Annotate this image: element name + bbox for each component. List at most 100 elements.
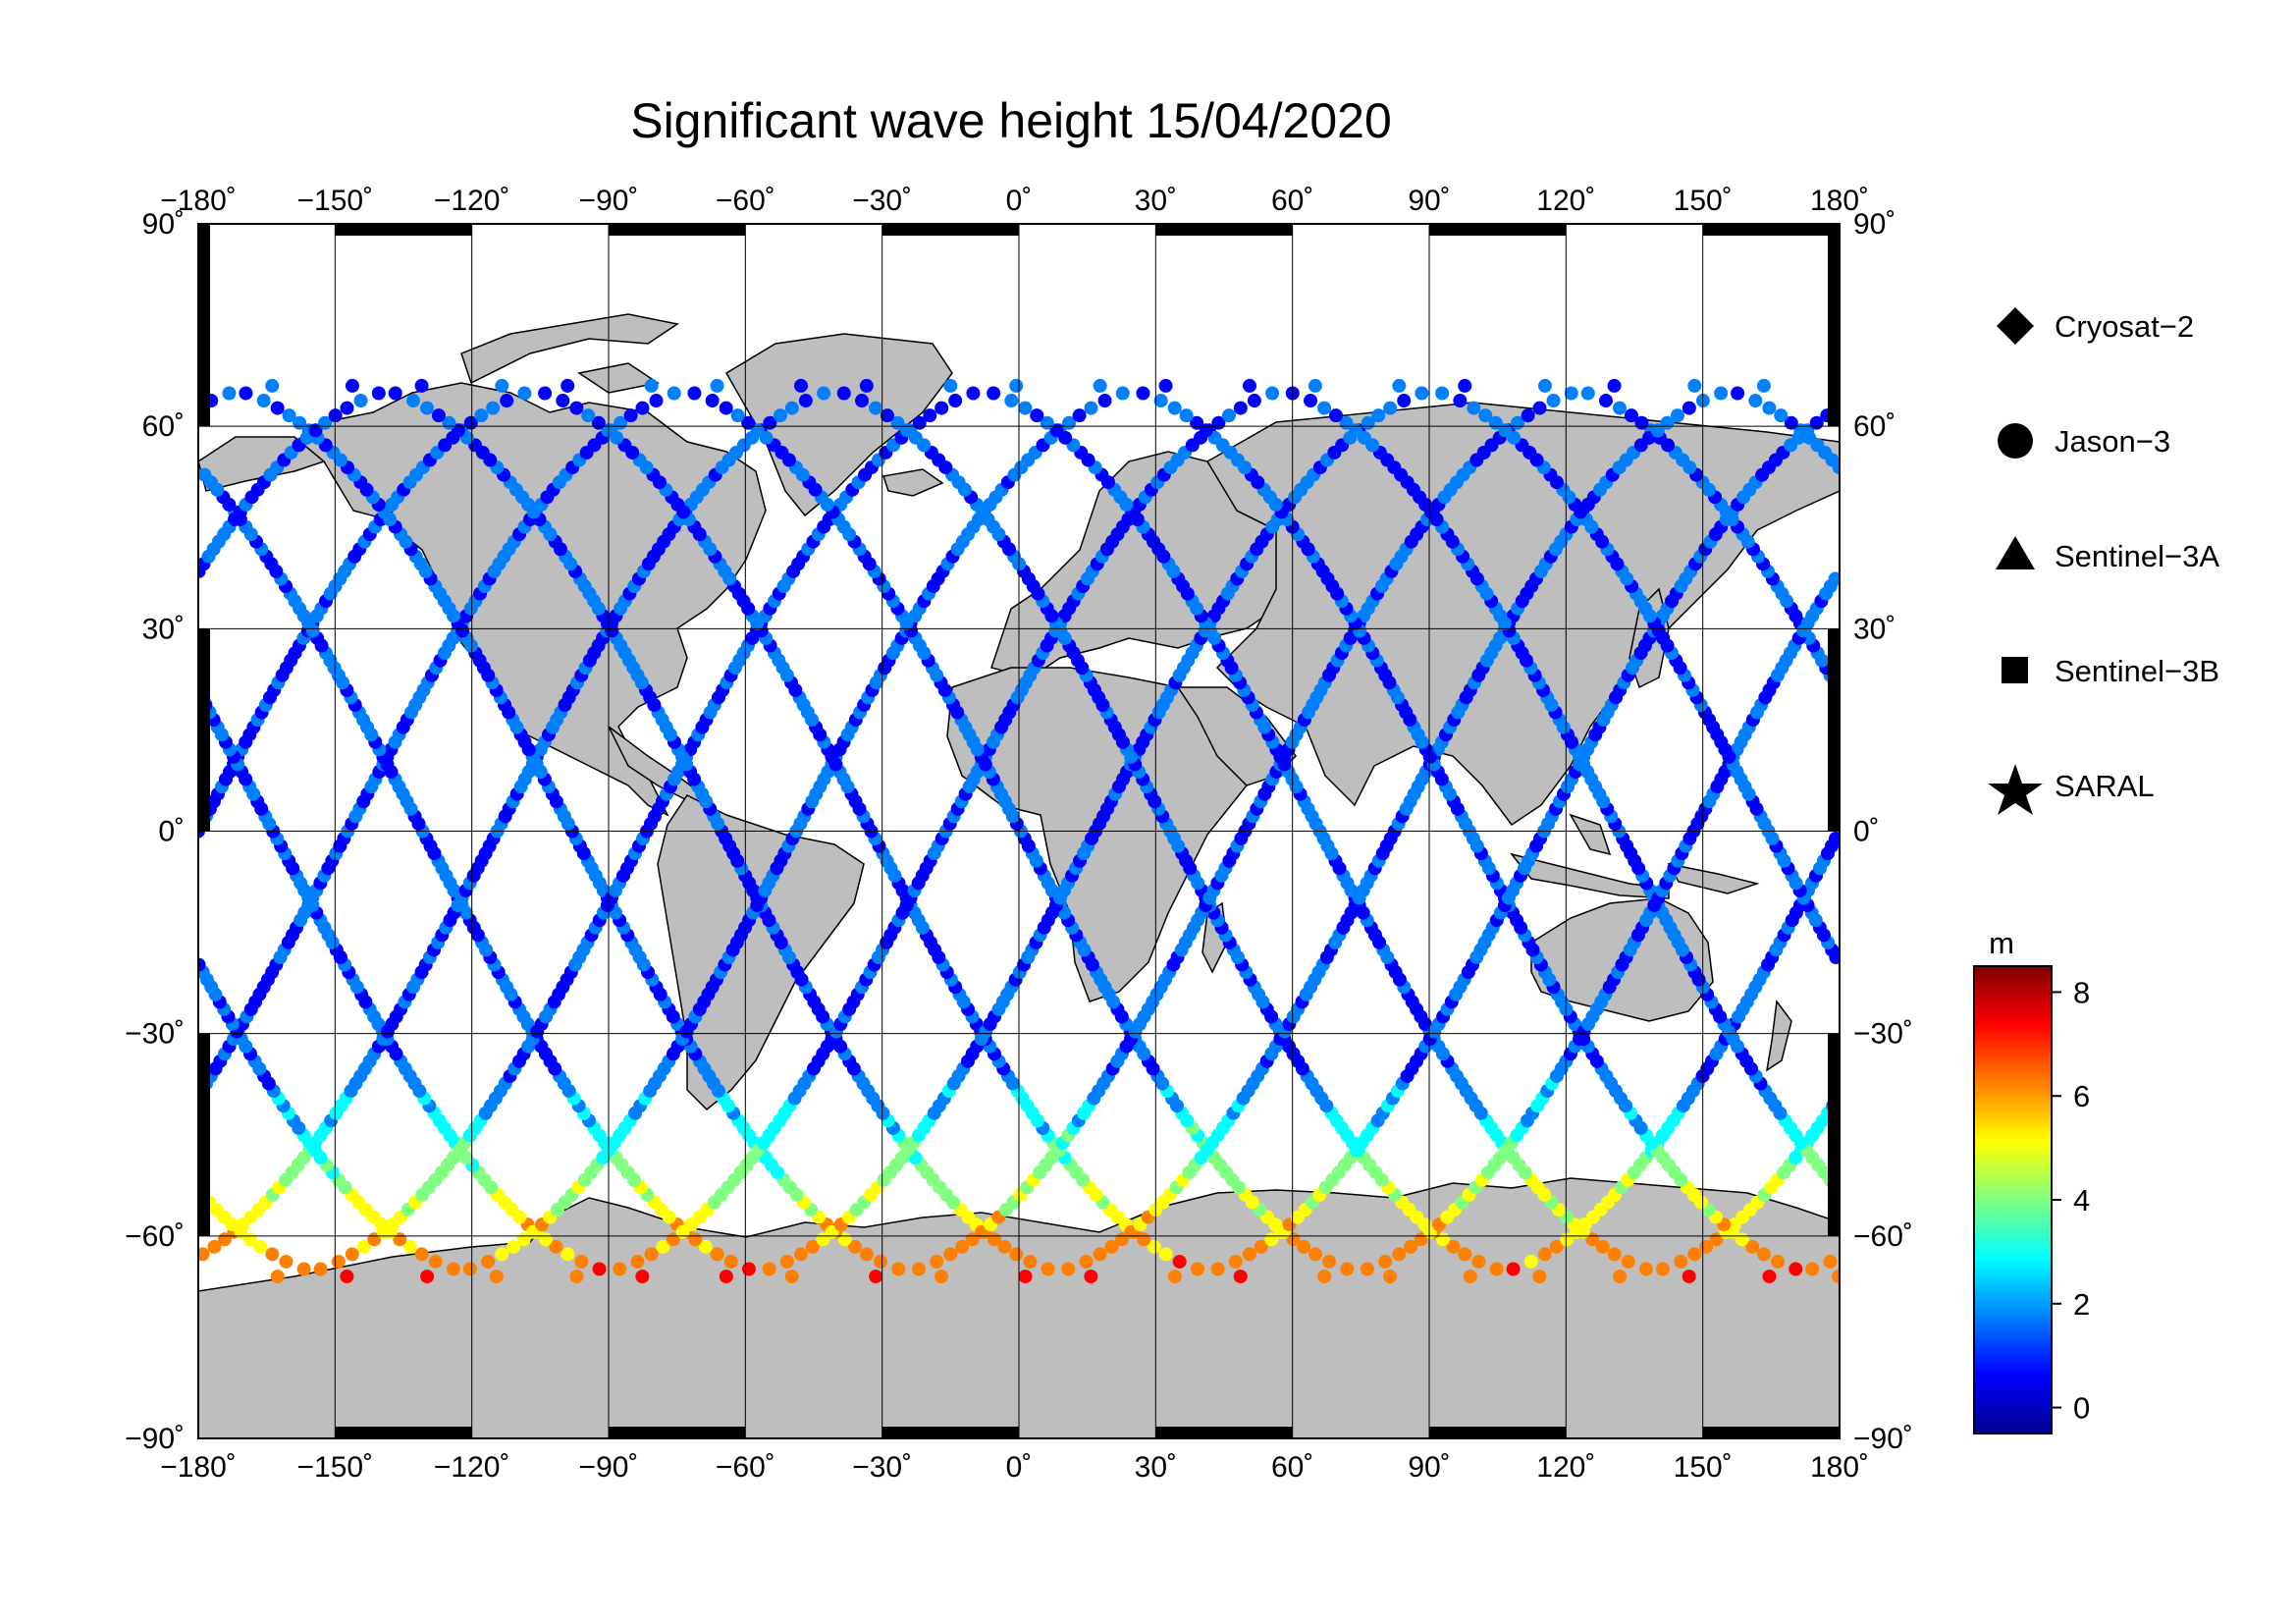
track-point <box>549 1239 563 1254</box>
track-point <box>1805 1262 1820 1276</box>
track-point <box>779 1254 794 1269</box>
frame-bar <box>1828 1033 1840 1236</box>
track-point <box>1655 1262 1670 1276</box>
lat-tick-label: 90˚ <box>1853 208 1896 241</box>
track-point <box>402 1239 417 1254</box>
lat-tick-label: −30˚ <box>125 1018 185 1051</box>
track-point <box>1537 1247 1552 1262</box>
lon-tick-label: −120˚ <box>434 185 510 217</box>
track-point <box>1199 423 1213 438</box>
track-point <box>1471 1254 1486 1269</box>
track-point <box>997 1239 1012 1254</box>
track-point <box>1467 401 1481 415</box>
lon-tick-label: −90˚ <box>579 1451 639 1484</box>
track-point <box>1383 401 1398 415</box>
track-point <box>667 386 681 401</box>
track-point <box>296 1262 311 1276</box>
colorbar-tick-label: 4 <box>2073 1183 2090 1217</box>
track-point <box>1687 378 1702 393</box>
track-point <box>1682 401 1696 415</box>
track-point <box>750 423 765 438</box>
track-point <box>793 1247 808 1262</box>
track-point <box>1308 1247 1323 1262</box>
track-point <box>1041 1262 1055 1276</box>
track-point <box>773 408 787 423</box>
track-point <box>1158 378 1173 393</box>
triangle-icon <box>1996 536 2035 569</box>
track-point <box>705 394 720 408</box>
track-point <box>1771 1254 1786 1269</box>
track-point <box>1613 1270 1628 1284</box>
legend-item-sentinel-3b: Sentinel−3B <box>2002 654 2219 688</box>
track-point <box>474 408 489 423</box>
track-point <box>1317 401 1332 415</box>
lon-tick-label: −90˚ <box>579 185 639 217</box>
frame-bar <box>609 1427 746 1438</box>
legend-item-sentinel-3a: Sentinel−3A <box>1996 536 2219 573</box>
track-point <box>869 1270 883 1284</box>
track-point <box>1228 1254 1243 1269</box>
track-point <box>279 1254 294 1269</box>
track-point <box>270 1270 285 1284</box>
star-icon <box>1988 764 2043 815</box>
track-point <box>869 401 883 415</box>
map-title: Significant wave height 15/04/2020 <box>630 93 1392 148</box>
track-point <box>859 378 874 393</box>
arctic-islands <box>460 313 679 385</box>
track-point <box>308 423 323 438</box>
track-point <box>805 1239 820 1254</box>
track-point <box>874 1254 888 1269</box>
new-zealand <box>1765 1000 1792 1072</box>
track-point <box>859 1247 874 1262</box>
lat-tick-label: 0˚ <box>158 816 185 848</box>
lat-tick-label: 60˚ <box>1853 410 1896 443</box>
track-point <box>1757 1247 1772 1262</box>
track-point <box>556 394 570 408</box>
track-point <box>635 401 650 415</box>
track-point <box>710 1247 724 1262</box>
lat-tick-label: 0˚ <box>1853 816 1880 848</box>
track-point <box>462 1262 477 1276</box>
track-point <box>1521 408 1535 423</box>
legend-label: Sentinel−3B <box>2055 654 2219 688</box>
track-point <box>1084 1270 1098 1284</box>
frame-bar <box>198 224 210 427</box>
track-point <box>1104 1239 1119 1254</box>
track-point <box>1762 1270 1777 1284</box>
track-point <box>446 1262 460 1276</box>
track-point <box>966 386 981 401</box>
track-point <box>1023 1254 1038 1269</box>
track-point <box>340 1270 354 1284</box>
frame-bar <box>1828 628 1840 832</box>
track-point <box>1072 408 1087 423</box>
track-point <box>1415 386 1429 401</box>
track-point <box>1172 1254 1187 1269</box>
iceland <box>882 468 944 497</box>
track-point <box>934 401 949 415</box>
track-point <box>1506 1262 1521 1276</box>
track-point <box>1682 1270 1696 1284</box>
track-point <box>1265 386 1280 401</box>
legend-item-saral: SARAL <box>1988 764 2155 815</box>
frame-bar <box>881 224 1019 236</box>
track-point <box>1478 408 1493 423</box>
track-point <box>481 1254 496 1269</box>
frame-bar <box>335 1427 472 1438</box>
track-point <box>1349 423 1363 438</box>
graticule <box>198 224 1840 1438</box>
lon-tick-label: 120˚ <box>1536 1451 1595 1484</box>
track-point <box>1136 386 1150 401</box>
latitude-ticks-right: 90˚ 60˚ 30˚ 0˚ −30˚ −60˚ −90˚ <box>1853 208 1913 1455</box>
frame-bar <box>1429 1427 1567 1438</box>
track-point <box>256 394 271 408</box>
latitude-ticks-left: 90˚ 60˚ 30˚ 0˚ −30˚ −60˚ −90˚ <box>125 208 185 1455</box>
lon-tick-label: −150˚ <box>297 185 374 217</box>
track-point <box>1297 1239 1311 1254</box>
track-point <box>1243 378 1257 393</box>
track-point <box>656 1239 670 1254</box>
lon-tick-label: 0˚ <box>1006 1451 1033 1484</box>
track-point <box>644 1247 659 1262</box>
track-point <box>793 378 808 393</box>
track-point <box>1489 1262 1504 1276</box>
track-point <box>900 423 915 438</box>
